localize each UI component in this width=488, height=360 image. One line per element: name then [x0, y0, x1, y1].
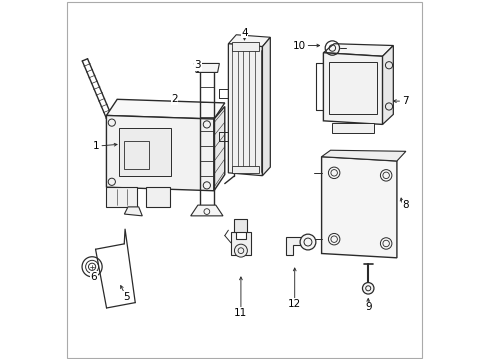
Text: 3: 3 [194, 60, 201, 70]
Polygon shape [194, 63, 219, 72]
Circle shape [300, 234, 315, 250]
Polygon shape [323, 53, 382, 125]
Bar [119, 128, 171, 176]
Polygon shape [228, 44, 262, 176]
Bar [124, 140, 149, 169]
Polygon shape [124, 207, 142, 216]
Text: 6: 6 [90, 272, 97, 282]
Bar [231, 42, 258, 51]
Polygon shape [234, 220, 247, 232]
Bar [145, 187, 170, 207]
Bar [328, 62, 376, 114]
Text: 5: 5 [122, 292, 129, 302]
Text: 10: 10 [292, 41, 305, 50]
Bar [106, 187, 137, 207]
Bar [332, 123, 373, 134]
Polygon shape [106, 99, 224, 119]
Polygon shape [323, 44, 392, 56]
Circle shape [362, 283, 373, 294]
Polygon shape [190, 205, 223, 216]
Polygon shape [262, 37, 270, 176]
Text: 11: 11 [234, 308, 247, 318]
Text: 4: 4 [241, 28, 247, 38]
Text: 1: 1 [92, 141, 99, 151]
Polygon shape [214, 107, 224, 191]
Polygon shape [285, 237, 303, 255]
Text: 2: 2 [171, 94, 178, 104]
Polygon shape [106, 116, 214, 191]
Polygon shape [230, 232, 250, 255]
Polygon shape [321, 150, 405, 161]
Polygon shape [382, 45, 392, 125]
Text: 12: 12 [287, 299, 301, 309]
Text: 7: 7 [402, 96, 408, 106]
Polygon shape [321, 157, 396, 258]
Text: 8: 8 [402, 200, 408, 210]
Polygon shape [228, 35, 270, 46]
Bar [231, 166, 258, 173]
Circle shape [234, 244, 247, 257]
Text: 9: 9 [364, 302, 371, 312]
